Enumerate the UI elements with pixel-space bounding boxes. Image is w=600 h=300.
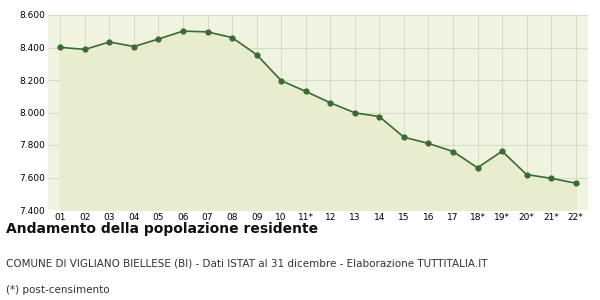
Point — [277, 78, 286, 83]
Text: COMUNE DI VIGLIANO BIELLESE (BI) - Dati ISTAT al 31 dicembre - Elaborazione TUTT: COMUNE DI VIGLIANO BIELLESE (BI) - Dati … — [6, 258, 487, 268]
Point — [203, 29, 212, 34]
Point — [473, 165, 482, 170]
Point — [547, 176, 556, 181]
Point — [399, 135, 409, 140]
Text: Andamento della popolazione residente: Andamento della popolazione residente — [6, 222, 318, 236]
Point — [80, 47, 89, 52]
Point — [571, 181, 581, 186]
Point — [301, 89, 311, 94]
Point — [227, 35, 237, 40]
Point — [325, 100, 335, 105]
Text: (*) post-censimento: (*) post-censimento — [6, 285, 110, 295]
Point — [129, 44, 139, 49]
Point — [104, 40, 114, 44]
Point — [448, 149, 458, 154]
Point — [522, 172, 532, 177]
Point — [55, 45, 65, 50]
Point — [178, 29, 188, 34]
Point — [350, 110, 359, 115]
Point — [374, 114, 384, 119]
Point — [252, 52, 262, 57]
Point — [154, 37, 163, 41]
Point — [497, 149, 507, 154]
Point — [424, 141, 433, 146]
